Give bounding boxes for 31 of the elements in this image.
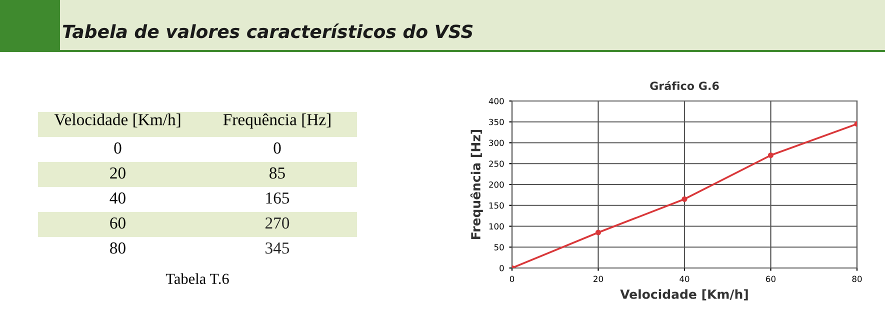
data-label: 0 xyxy=(114,142,122,154)
data-label: 85 xyxy=(270,167,285,179)
x-tick-label: 20 xyxy=(594,276,603,282)
x-axis-title: Velocidade [Km/h] xyxy=(620,289,748,300)
point xyxy=(682,196,688,202)
data-label: 20 xyxy=(110,167,126,179)
point xyxy=(768,152,774,158)
data-label: 270 xyxy=(265,217,290,229)
x-tick-label: 40 xyxy=(680,276,690,282)
data-label: 345 xyxy=(266,242,290,254)
y-tick-label: 50 xyxy=(494,244,504,250)
data-label: 60 xyxy=(110,217,126,229)
x-tick-label: 80 xyxy=(852,276,862,282)
data-label: 0 xyxy=(274,142,281,154)
x-tick-label: 60 xyxy=(766,276,776,282)
y-tick-label: 350 xyxy=(489,118,504,126)
x-tick-label: 0 xyxy=(510,276,514,282)
data-label: 40 xyxy=(110,192,126,204)
y-tick-label: 0 xyxy=(500,264,504,272)
y-tick-label: 400 xyxy=(488,98,504,104)
data-label: 80 xyxy=(110,242,126,254)
point xyxy=(595,230,602,236)
chart-title: Gráfico G.6 xyxy=(650,81,719,90)
text: Tabela T.6 xyxy=(166,273,229,284)
y-tick-label: 250 xyxy=(489,160,504,167)
y-tick-label: 150 xyxy=(489,202,504,209)
y-tick-label: 200 xyxy=(489,181,504,188)
data-label: 165 xyxy=(266,192,290,204)
y-tick-label: 300 xyxy=(489,140,504,146)
y-tick-label: 100 xyxy=(489,223,504,230)
chart-title: Tabela de valores característicos do VSS xyxy=(62,24,473,38)
